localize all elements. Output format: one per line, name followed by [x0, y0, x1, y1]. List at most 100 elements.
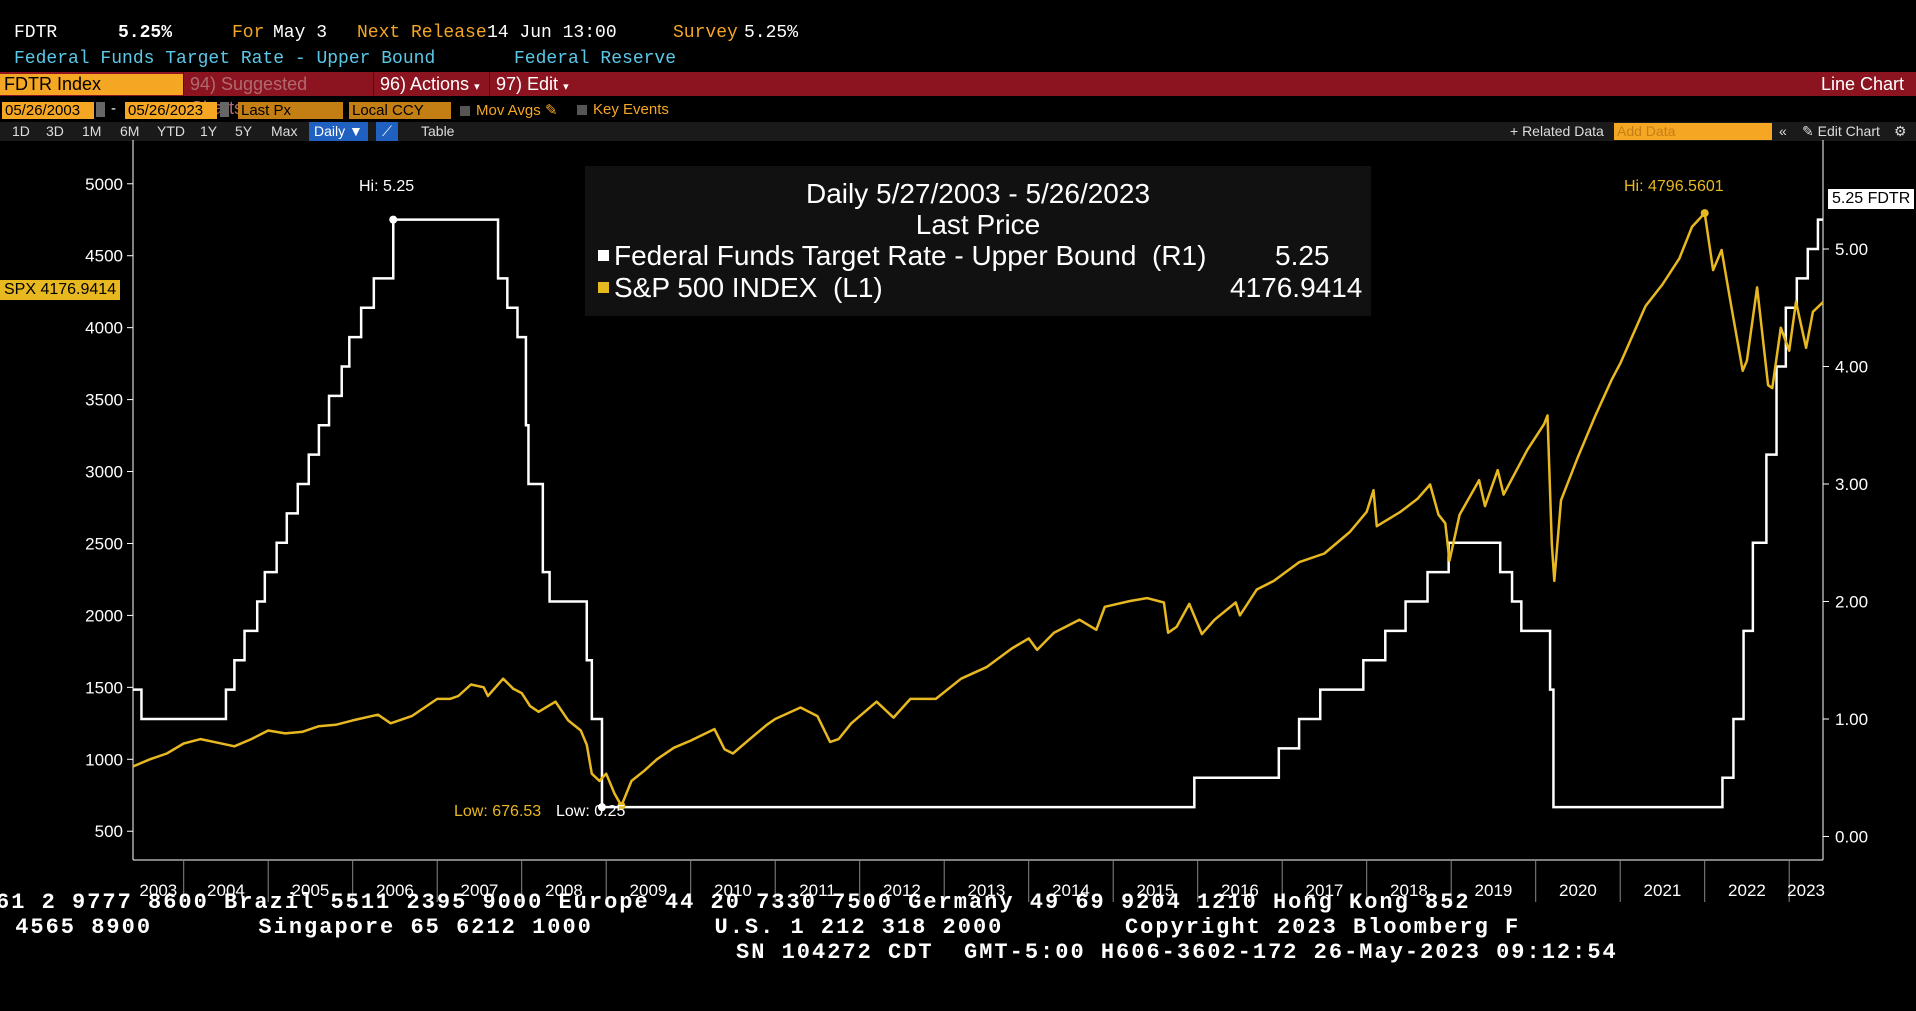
settings-icon[interactable]: ⚙: [1894, 123, 1907, 139]
legend-label-fdtr: Federal Funds Target Rate - Upper Bound …: [614, 240, 1207, 271]
spx-hi-label: Hi: 4796.5601: [1624, 178, 1724, 195]
currency-select[interactable]: Local CCY: [349, 102, 451, 119]
x-tick-label: 2015: [1137, 881, 1175, 900]
left-tick-label: 3000: [85, 463, 123, 482]
chart-title: Daily 5/27/2003 - 5/26/2023: [805, 178, 1151, 209]
security-input[interactable]: FDTR Index: [0, 74, 183, 95]
left-tick-label: 5000: [85, 175, 123, 194]
x-tick-label: 2017: [1306, 881, 1344, 900]
edit-chart-label: Edit Chart: [1817, 123, 1880, 139]
x-tick-label: 2012: [883, 881, 921, 900]
period-1y[interactable]: 1Y: [200, 123, 218, 139]
survey-label: Survey: [673, 23, 738, 43]
pencil-icon: ✎: [1802, 123, 1814, 139]
line-chart-icon[interactable]: ⟋: [376, 122, 398, 141]
related-data-button[interactable]: + Related Data: [1510, 123, 1604, 139]
key-events-label: Key Events: [593, 101, 669, 118]
key-events-toggle[interactable]: Key Events: [577, 101, 669, 118]
x-tick-label: 2021: [1644, 881, 1682, 900]
x-tick-label: 2009: [630, 881, 668, 900]
left-tick-label: 4000: [85, 319, 123, 338]
period-3d[interactable]: 3D: [46, 123, 64, 139]
chart-legend: [585, 166, 1371, 316]
legend-value-spx: 4176.9414: [1230, 272, 1363, 303]
next-release-value: 14 Jun 13:00: [487, 23, 617, 43]
fdtr-hi-label: Hi: 5.25: [359, 178, 415, 195]
x-tick-label: 2014: [1052, 881, 1090, 900]
left-tick-label: 2000: [85, 606, 123, 625]
field-select[interactable]: Last Px: [238, 102, 343, 119]
legend-swatch-fdtr: [598, 250, 609, 261]
footer-line-3: SN 104272 CDT GMT-5:00 H606-3602-172 26-…: [736, 940, 1618, 965]
period-ytd[interactable]: YTD: [157, 123, 185, 139]
frequency-select[interactable]: Daily ▼: [309, 122, 368, 141]
pencil-icon: ✎: [544, 102, 558, 119]
right-tick-label: 5.00: [1835, 240, 1868, 259]
fdtr-low-label: Low: 0.25: [556, 803, 626, 820]
edit-label: 97) Edit: [496, 74, 559, 94]
mov-avgs-toggle[interactable]: Mov Avgs ✎: [460, 101, 558, 119]
left-tick-label: 500: [95, 822, 123, 841]
period-5y[interactable]: 5Y: [235, 123, 253, 139]
series-name: Federal Funds Target Rate - Upper Bound: [14, 49, 436, 69]
x-tick-label: 2022: [1728, 881, 1766, 900]
end-date-field[interactable]: 05/26/2023: [125, 102, 217, 119]
chart-type-label: Line Chart: [1820, 74, 1904, 94]
x-tick-label: 2010: [714, 881, 752, 900]
for-date: May 3: [273, 23, 328, 43]
period-1d[interactable]: 1D: [12, 123, 30, 139]
calendar-icon[interactable]: [220, 102, 229, 117]
fdtr-low-marker: [597, 803, 606, 812]
period-toolbar: [0, 122, 1916, 141]
for-label: For: [232, 23, 265, 43]
x-tick-label: 2011: [799, 881, 836, 900]
table-button[interactable]: Table: [421, 123, 455, 139]
survey-value: 5.25%: [744, 23, 799, 43]
left-tick-label: 4500: [85, 247, 123, 266]
chevron-down-icon: ▾: [563, 81, 569, 93]
add-data-input[interactable]: Add Data: [1614, 123, 1772, 140]
legend-value-fdtr: 5.25: [1275, 240, 1330, 271]
start-date-field[interactable]: 05/26/2003: [2, 102, 94, 119]
footer-line-2: 4565 8900 Singapore 65 6212 1000 U.S. 1 …: [0, 915, 1521, 940]
right-tick-label: 2.00: [1835, 593, 1868, 612]
fdtr-hi-marker: [389, 215, 398, 224]
left-tick-label: 3500: [85, 391, 123, 410]
right-tick-label: 0.00: [1835, 828, 1868, 847]
x-tick-label: 2016: [1221, 881, 1259, 900]
chevron-down-icon: ▼: [349, 123, 363, 139]
x-tick-label: 2023: [1787, 881, 1825, 900]
spx-series-line: [132, 211, 1824, 808]
calendar-icon[interactable]: [96, 102, 105, 117]
fdtr-last-tag: 5.25 FDTR: [1828, 189, 1915, 209]
spx-last-tag: SPX 4176.9414: [0, 280, 121, 300]
actions-menu[interactable]: 96) Actions ▾: [373, 72, 489, 96]
chevron-down-icon: ▾: [474, 81, 480, 93]
spx-low-label: Low: 676.53: [454, 803, 542, 820]
edit-chart-button[interactable]: ✎ Edit Chart: [1802, 122, 1880, 141]
ticker-label: FDTR: [14, 23, 58, 43]
spx-hi-marker: [1700, 209, 1709, 218]
mov-avgs-label: Mov Avgs: [476, 102, 541, 119]
period-max[interactable]: Max: [271, 123, 298, 139]
period-6m[interactable]: 6M: [120, 123, 140, 139]
fdtr-series-line: [133, 218, 1823, 809]
chart-subtitle: Last Price: [915, 209, 1041, 240]
date-separator: -: [111, 100, 116, 117]
period-1m[interactable]: 1M: [82, 123, 102, 139]
add-data-placeholder: Add Data: [1617, 123, 1676, 139]
collapse-icon[interactable]: «: [1779, 123, 1787, 139]
checkbox-icon: [577, 105, 587, 116]
actions-label: 96) Actions: [380, 74, 470, 94]
x-tick-label: 2019: [1475, 881, 1513, 900]
right-tick-label: 4.00: [1835, 358, 1868, 377]
right-tick-label: 1.00: [1835, 710, 1868, 729]
command-bar: [0, 72, 1916, 96]
left-tick-label: 2500: [85, 534, 123, 553]
next-release-label: Next Release: [357, 23, 487, 43]
footer-line-1: 61 2 9777 8600 Brazil 5511 2395 9000 Eur…: [0, 890, 1471, 915]
edit-menu[interactable]: 97) Edit ▾: [489, 72, 575, 96]
x-tick-label: 2018: [1390, 881, 1428, 900]
legend-swatch-spx: [598, 282, 609, 293]
